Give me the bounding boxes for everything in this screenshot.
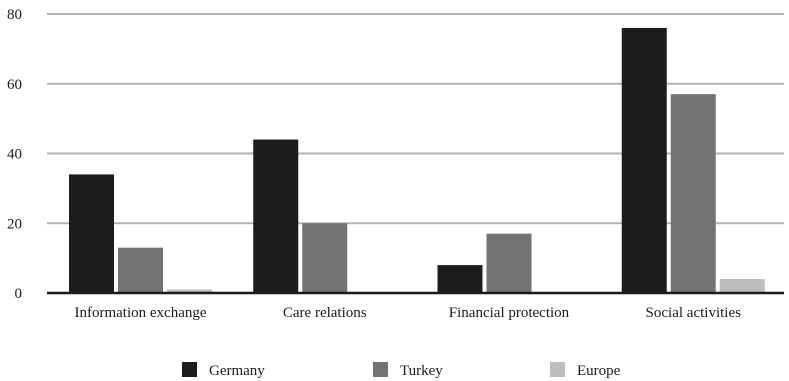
bar-germany-1 [253, 139, 299, 293]
category-labels: Information exchange Care relations Financ… [74, 305, 741, 321]
bar-europe-3 [719, 279, 765, 293]
legend-swatch-germany [182, 362, 197, 377]
bar-germany-3 [621, 27, 667, 293]
y-tick-label: 0 [15, 286, 23, 302]
legend-label-europe: Europe [577, 363, 621, 379]
legend-label-turkey: Turkey [400, 363, 443, 379]
legend-swatch-europe [550, 362, 565, 377]
y-axis-tick-labels: 0 20 40 60 80 [7, 7, 22, 302]
category-label: Social activities [646, 305, 742, 321]
bar-germany-2 [437, 265, 483, 293]
bar-turkey-0 [118, 247, 163, 293]
category-label: Information exchange [74, 305, 206, 321]
bar-europe-0 [167, 289, 212, 293]
category-label: Care relations [283, 305, 367, 321]
legend-swatch-turkey [373, 362, 388, 377]
y-tick-label: 80 [7, 7, 22, 23]
bars [69, 27, 765, 294]
y-tick-label: 40 [7, 147, 22, 163]
bar-turkey-1 [302, 223, 348, 293]
bar-turkey-3 [670, 94, 716, 294]
y-tick-label: 20 [7, 216, 22, 232]
legend: Germany Turkey Europe [182, 362, 621, 379]
y-tick-label: 60 [7, 77, 22, 93]
bar-turkey-2 [486, 233, 532, 293]
bar-germany-0 [69, 174, 114, 293]
legend-label-germany: Germany [209, 363, 265, 379]
category-label: Financial protection [449, 305, 570, 321]
